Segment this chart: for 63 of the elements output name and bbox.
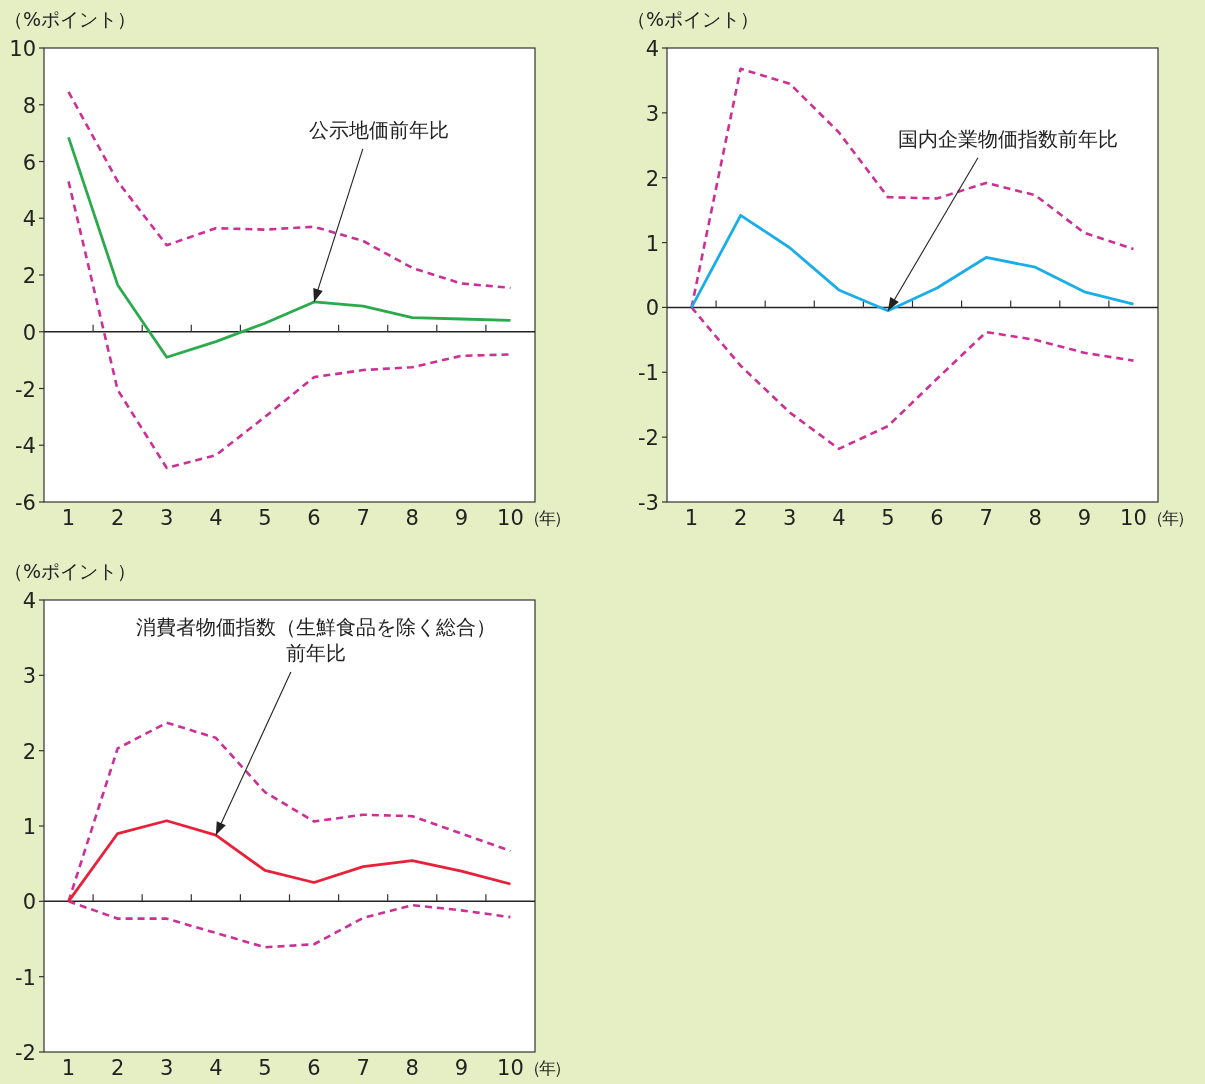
x-tick-label: 10 [497, 1056, 524, 1080]
annotation: 消費者物価指数（生鮮食品を除く総合）前年比 [135, 615, 496, 666]
x-tick-label: 2 [110, 1056, 125, 1080]
x-axis-title: （年） [1147, 508, 1193, 528]
y-tick-label: 3 [645, 101, 659, 126]
y-tick-label: 4 [22, 207, 36, 232]
x-tick-label: 10 [1120, 506, 1147, 530]
x-tick-label: 9 [454, 506, 469, 530]
x-tick-label: 2 [110, 506, 125, 530]
y-tick-label: 2 [22, 739, 36, 764]
x-tick-label: 7 [356, 506, 370, 530]
y-tick-label: 0 [22, 320, 36, 345]
y-tick-label: 6 [22, 150, 36, 175]
annotation: 公示地価前年比 [309, 117, 450, 142]
y-tick-label: -2 [15, 1041, 36, 1065]
y-tick-label: 3 [22, 664, 36, 689]
x-tick-label: 3 [783, 506, 797, 530]
y-tick-label: -2 [638, 426, 659, 451]
x-tick-label: 8 [405, 506, 419, 530]
x-tick-label: 1 [61, 506, 76, 530]
x-tick-label: 10 [497, 506, 524, 530]
x-tick-label: 4 [832, 506, 846, 530]
y-axis-title: （%ポイント） [627, 8, 760, 30]
x-tick-label: 9 [454, 1056, 469, 1080]
y-axis-title: （%ポイント） [4, 560, 137, 582]
x-tick-label: 5 [258, 1056, 272, 1080]
x-tick-label: 3 [160, 1056, 174, 1080]
y-tick-label: 0 [22, 890, 36, 915]
annotation: 国内企業物価指数前年比 [897, 126, 1118, 151]
x-tick-label: 1 [61, 1056, 76, 1080]
y-tick-label: 1 [645, 231, 659, 256]
x-axis-title: （年） [524, 508, 570, 528]
y-tick-label: -1 [15, 965, 36, 990]
x-tick-label: 7 [979, 506, 993, 530]
x-tick-label: 6 [930, 506, 944, 530]
y-tick-label: 2 [645, 166, 659, 191]
y-tick-label: -4 [15, 434, 36, 459]
y-tick-label: 4 [645, 37, 659, 61]
x-tick-label: 5 [258, 506, 272, 530]
y-tick-label: 1 [22, 815, 36, 839]
y-tick-label: 2 [22, 264, 36, 288]
y-axis-title: （%ポイント） [4, 8, 137, 30]
x-tick-label: 8 [405, 1056, 419, 1080]
x-tick-label: 6 [307, 506, 321, 530]
x-tick-label: 2 [733, 506, 748, 530]
y-tick-label: -2 [15, 377, 36, 402]
y-tick-label: -1 [638, 361, 659, 386]
y-tick-label: 0 [645, 296, 659, 321]
y-tick-label: -6 [15, 491, 36, 515]
y-tick-label: -3 [638, 491, 659, 515]
x-tick-label: 5 [881, 506, 895, 530]
y-tick-label: 8 [22, 93, 36, 118]
x-tick-label: 8 [1028, 506, 1042, 530]
x-tick-label: 6 [307, 1056, 321, 1080]
y-tick-label: 10 [9, 37, 36, 61]
x-axis-title: （年） [524, 1058, 570, 1078]
x-tick-label: 4 [209, 1056, 223, 1080]
x-tick-label: 3 [160, 506, 174, 530]
x-tick-label: 1 [684, 506, 699, 530]
x-tick-label: 4 [209, 506, 223, 530]
x-tick-label: 9 [1077, 506, 1092, 530]
y-tick-label: 4 [22, 589, 36, 613]
x-tick-label: 7 [356, 1056, 370, 1080]
